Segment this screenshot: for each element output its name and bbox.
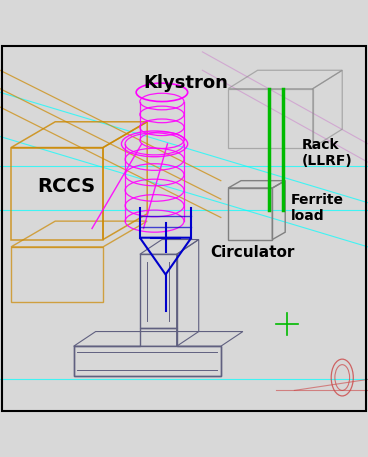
Text: RCCS: RCCS <box>37 177 95 196</box>
Text: Rack
(LLRF): Rack (LLRF) <box>302 138 353 168</box>
Text: Klystron: Klystron <box>144 74 229 92</box>
Text: Ferrite
load: Ferrite load <box>291 193 344 223</box>
Text: Circulator: Circulator <box>210 245 294 260</box>
